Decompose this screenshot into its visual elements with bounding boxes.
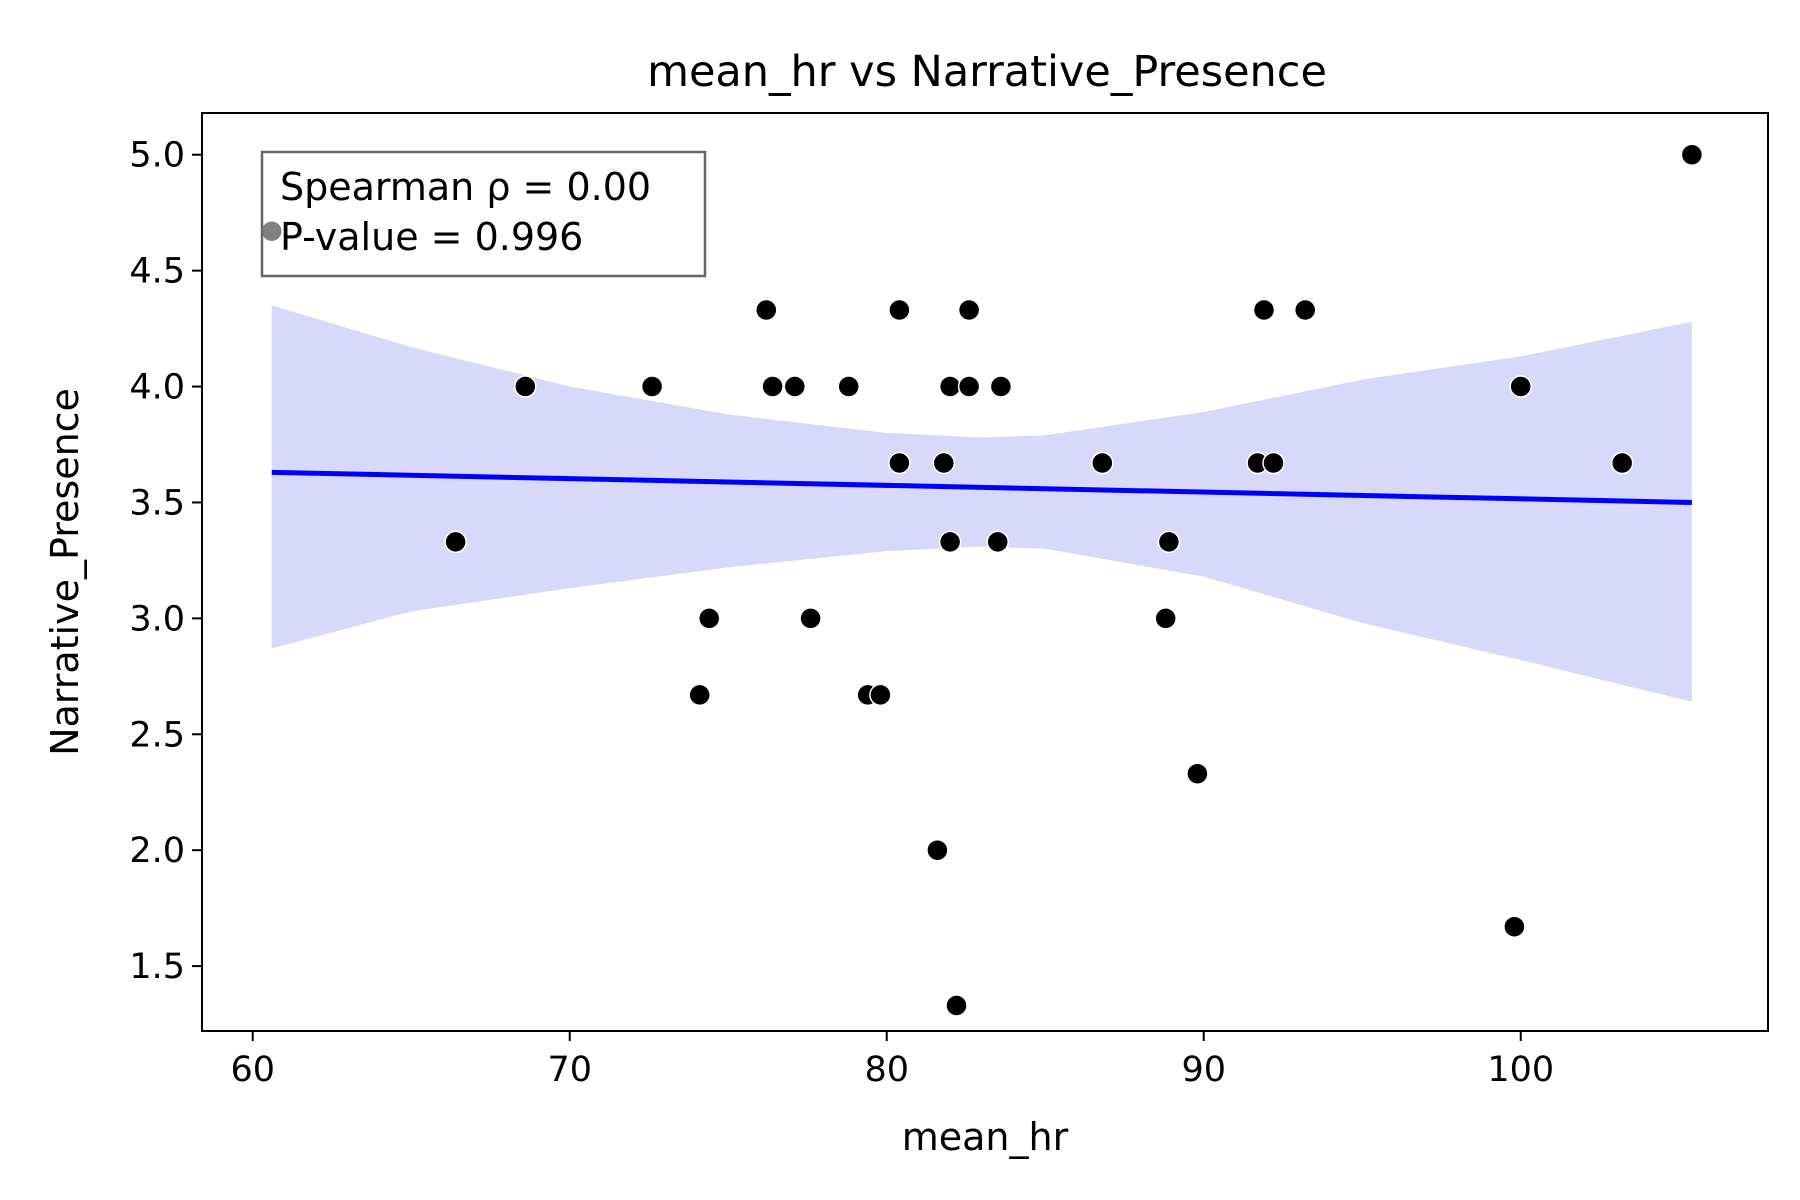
x-tick-label: 90 [1181,1050,1226,1090]
data-point [1503,915,1526,938]
stats-annotation: Spearman ρ = 0.00 P-value = 0.996 [260,150,707,278]
data-point [1157,530,1181,554]
stats-annotation-box [260,150,707,278]
data-point [761,375,784,398]
data-point [514,375,537,398]
stats-pvalue: P-value = 0.996 [280,215,583,259]
data-point [837,375,860,398]
data-point [1680,143,1704,166]
y-axis-ticks: 1.5 2.0 2.5 3.0 3.5 4.0 4.5 5.0 [129,136,202,987]
y-tick-label: 4.5 [129,252,185,292]
data-point [1154,607,1177,630]
x-axis-ticks: 60 70 80 90 100 [230,1031,1554,1090]
data-point [1186,762,1209,785]
confidence-band [271,305,1692,702]
data-point [957,375,981,398]
data-point [444,530,467,554]
y-tick-label: 1.5 [129,947,185,987]
plot-frame [201,112,1769,1032]
data-point [1509,375,1532,398]
data-point [938,530,962,554]
x-tick-label: 60 [230,1050,275,1090]
y-tick-label: 5.0 [129,136,185,176]
data-point [1091,451,1114,475]
data-point [1262,451,1285,475]
data-point [888,451,911,475]
x-tick-label: 80 [864,1050,909,1090]
stats-spearman: Spearman ρ = 0.00 [280,165,651,209]
regression-line [271,469,1692,505]
x-tick-label: 70 [547,1050,592,1090]
data-point [932,451,956,475]
data-points [260,143,1704,1017]
chart-title: mean_hr vs Narrative_Presence [647,47,1327,97]
data-point [957,298,981,322]
data-point [869,683,892,707]
data-point [799,607,822,630]
data-point [945,994,968,1017]
data-point [640,375,664,398]
x-tick-label: 100 [1487,1050,1554,1090]
data-point [926,838,949,862]
y-tick-label: 2.5 [129,715,185,755]
data-point [688,683,711,707]
data-point [938,375,962,398]
data-point [1610,451,1634,475]
plot-area [260,143,1704,1017]
data-point [1293,298,1317,322]
data-point [1252,298,1276,322]
data-point [783,375,807,398]
y-tick-label: 4.0 [129,368,185,408]
data-point [888,298,911,322]
data-point [697,607,721,630]
y-tick-label: 3.5 [129,483,185,523]
y-axis-label: Narrative_Presence [43,388,87,756]
x-axis-label: mean_hr [902,1115,1069,1159]
y-tick-label: 2.0 [129,831,185,871]
data-point [755,298,778,322]
y-tick-label: 3.0 [129,599,185,639]
data-point [986,530,1009,554]
data-point [989,375,1013,398]
